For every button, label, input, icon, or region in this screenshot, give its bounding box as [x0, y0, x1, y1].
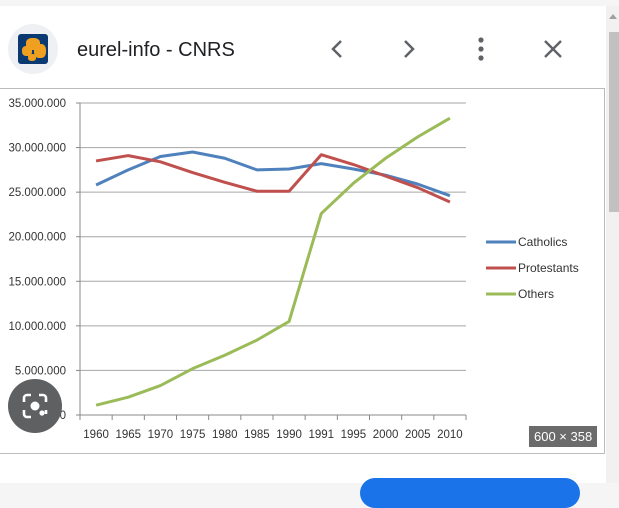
preview-image[interactable]	[0, 88, 605, 454]
x-tick-label: 2000	[373, 429, 399, 441]
legend-label: Protestants	[518, 261, 579, 275]
europe-map-icon	[18, 34, 48, 64]
chevron-right-icon	[404, 40, 415, 58]
series-line-others	[95, 116, 451, 407]
y-tick-label: 35.000.000	[8, 98, 66, 110]
close-icon	[544, 40, 562, 58]
series-line-protestants	[95, 153, 451, 204]
lens-camera-icon	[22, 393, 48, 419]
legend-label: Catholics	[518, 235, 567, 249]
y-tick-label: 30.000.000	[8, 143, 66, 155]
x-tick-label: 1991	[308, 429, 334, 441]
preview-header: eurel-info - CNRS	[0, 6, 606, 84]
x-tick-label: 2005	[405, 429, 431, 441]
x-tick-label: 2010	[437, 429, 463, 441]
previous-button[interactable]	[322, 34, 352, 64]
x-tick-label: 1980	[212, 429, 238, 441]
x-tick-label: 1960	[83, 429, 109, 441]
x-tick-label: 1965	[115, 429, 141, 441]
more-options-button[interactable]	[466, 34, 496, 64]
x-tick-label: 1985	[244, 429, 270, 441]
close-button[interactable]	[538, 34, 568, 64]
next-button[interactable]	[394, 34, 424, 64]
more-vert-icon	[478, 37, 484, 61]
source-title[interactable]: eurel-info - CNRS	[77, 39, 235, 61]
x-tick-label: 1990	[276, 429, 302, 441]
y-tick-label: 15.000.000	[8, 276, 66, 288]
x-tick-label: 1995	[341, 429, 367, 441]
image-dimensions-badge: 600 × 358	[529, 426, 598, 447]
religion-line-chart: 0 5.000.000 10.000.000 15.000.000 20.000.000…	[8, 98, 579, 441]
scrollbar-thumb[interactable]	[609, 32, 619, 212]
x-tick-label: 1975	[180, 429, 206, 441]
legend-label: Others	[518, 287, 554, 301]
y-tick-label: 20.000.000	[8, 232, 66, 244]
y-tick-label: 25.000.000	[8, 187, 66, 199]
y-tick-label: 0	[60, 410, 66, 422]
y-tick-label: 10.000.000	[8, 321, 66, 333]
google-lens-button[interactable]	[8, 379, 62, 433]
y-tick-label: 5.000.000	[15, 365, 66, 377]
site-favicon[interactable]	[8, 24, 58, 74]
x-tick-label: 1970	[148, 429, 174, 441]
scroll-up-arrow-icon[interactable]	[609, 14, 617, 19]
chevron-left-icon	[331, 40, 342, 58]
